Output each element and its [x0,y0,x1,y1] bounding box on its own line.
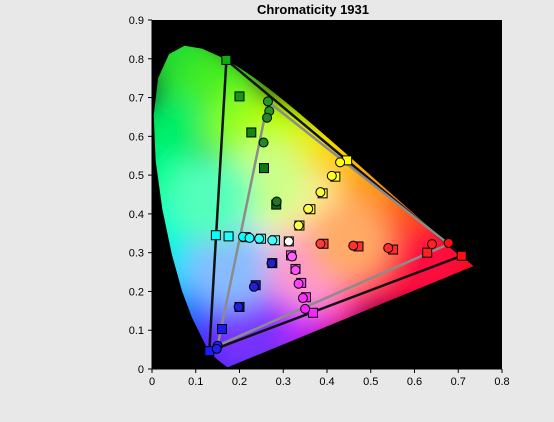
x-tick-label: 0.1 [188,376,203,388]
measured-point-circle [315,187,326,198]
y-tick-label: 0.6 [129,131,144,143]
y-tick-label: 0.8 [129,54,144,66]
target-point-square [221,54,232,65]
target-point-square [234,91,245,102]
y-tick-label: 0 [138,364,144,376]
measured-point-circle [262,112,273,123]
x-tick-label: 0.5 [363,376,378,388]
target-point-square [210,230,221,241]
measured-point-circle [258,137,269,148]
measured-point-circle [248,281,259,292]
measured-point-circle [267,235,278,246]
measured-point-circle [303,203,314,214]
target-point-square [422,247,433,258]
target-point-square [217,324,227,335]
measured-point-circle [283,236,294,247]
y-axis: 0 0.1 0.2 0.3 0.4 0.5 0.6 0.7 0.8 0.9 [129,15,153,376]
x-tick-label: 0.6 [407,376,422,388]
chart-title: Chromaticity 1931 [257,2,369,17]
x-tick-label: 0 [149,376,155,388]
x-tick-label: 0.3 [276,376,291,388]
measured-point-circle [254,233,265,244]
target-point-square [223,231,234,242]
x-tick-label: 0.7 [451,376,466,388]
y-tick-label: 0.5 [129,170,144,182]
measured-point-circle [335,157,346,168]
y-tick-label: 0.2 [129,286,144,298]
y-tick-label: 0.9 [129,15,144,27]
measured-point-circle [315,238,326,249]
measured-point-circle [443,237,454,248]
target-point-square [308,307,318,318]
y-tick-label: 0.4 [129,209,144,221]
y-tick-label: 0.1 [129,325,144,337]
measured-point-circle [262,96,273,107]
measured-point-circle [290,265,301,276]
target-point-square [259,163,269,174]
y-tick-label: 0.3 [129,248,144,260]
measured-point-circle [383,243,394,254]
measured-point-circle [293,278,304,289]
measured-point-circle [300,303,311,314]
x-tick-label: 0.2 [232,376,247,388]
target-point-square [456,250,467,261]
measurement-markers [204,54,467,357]
measured-point-circle [211,343,222,354]
measured-gamut-triangle [216,100,450,347]
measured-point-circle [244,232,255,243]
target-point-square [246,127,257,138]
measured-point-circle [348,240,359,251]
measured-point-circle [271,196,282,207]
measured-point-circle [427,239,437,250]
x-tick-label: 0.4 [319,376,334,388]
x-tick-label: 0.8 [494,376,509,388]
measured-point-circle [233,301,244,312]
measured-point-circle [297,293,308,304]
measured-point-circle [266,258,277,269]
measured-point-circle [293,220,304,231]
x-axis: 0 0.1 0.2 0.3 0.4 0.5 0.6 0.7 0.8 [149,368,510,388]
y-tick-label: 0.7 [129,93,144,105]
measured-point-circle [326,170,337,181]
measured-point-circle [287,251,297,262]
